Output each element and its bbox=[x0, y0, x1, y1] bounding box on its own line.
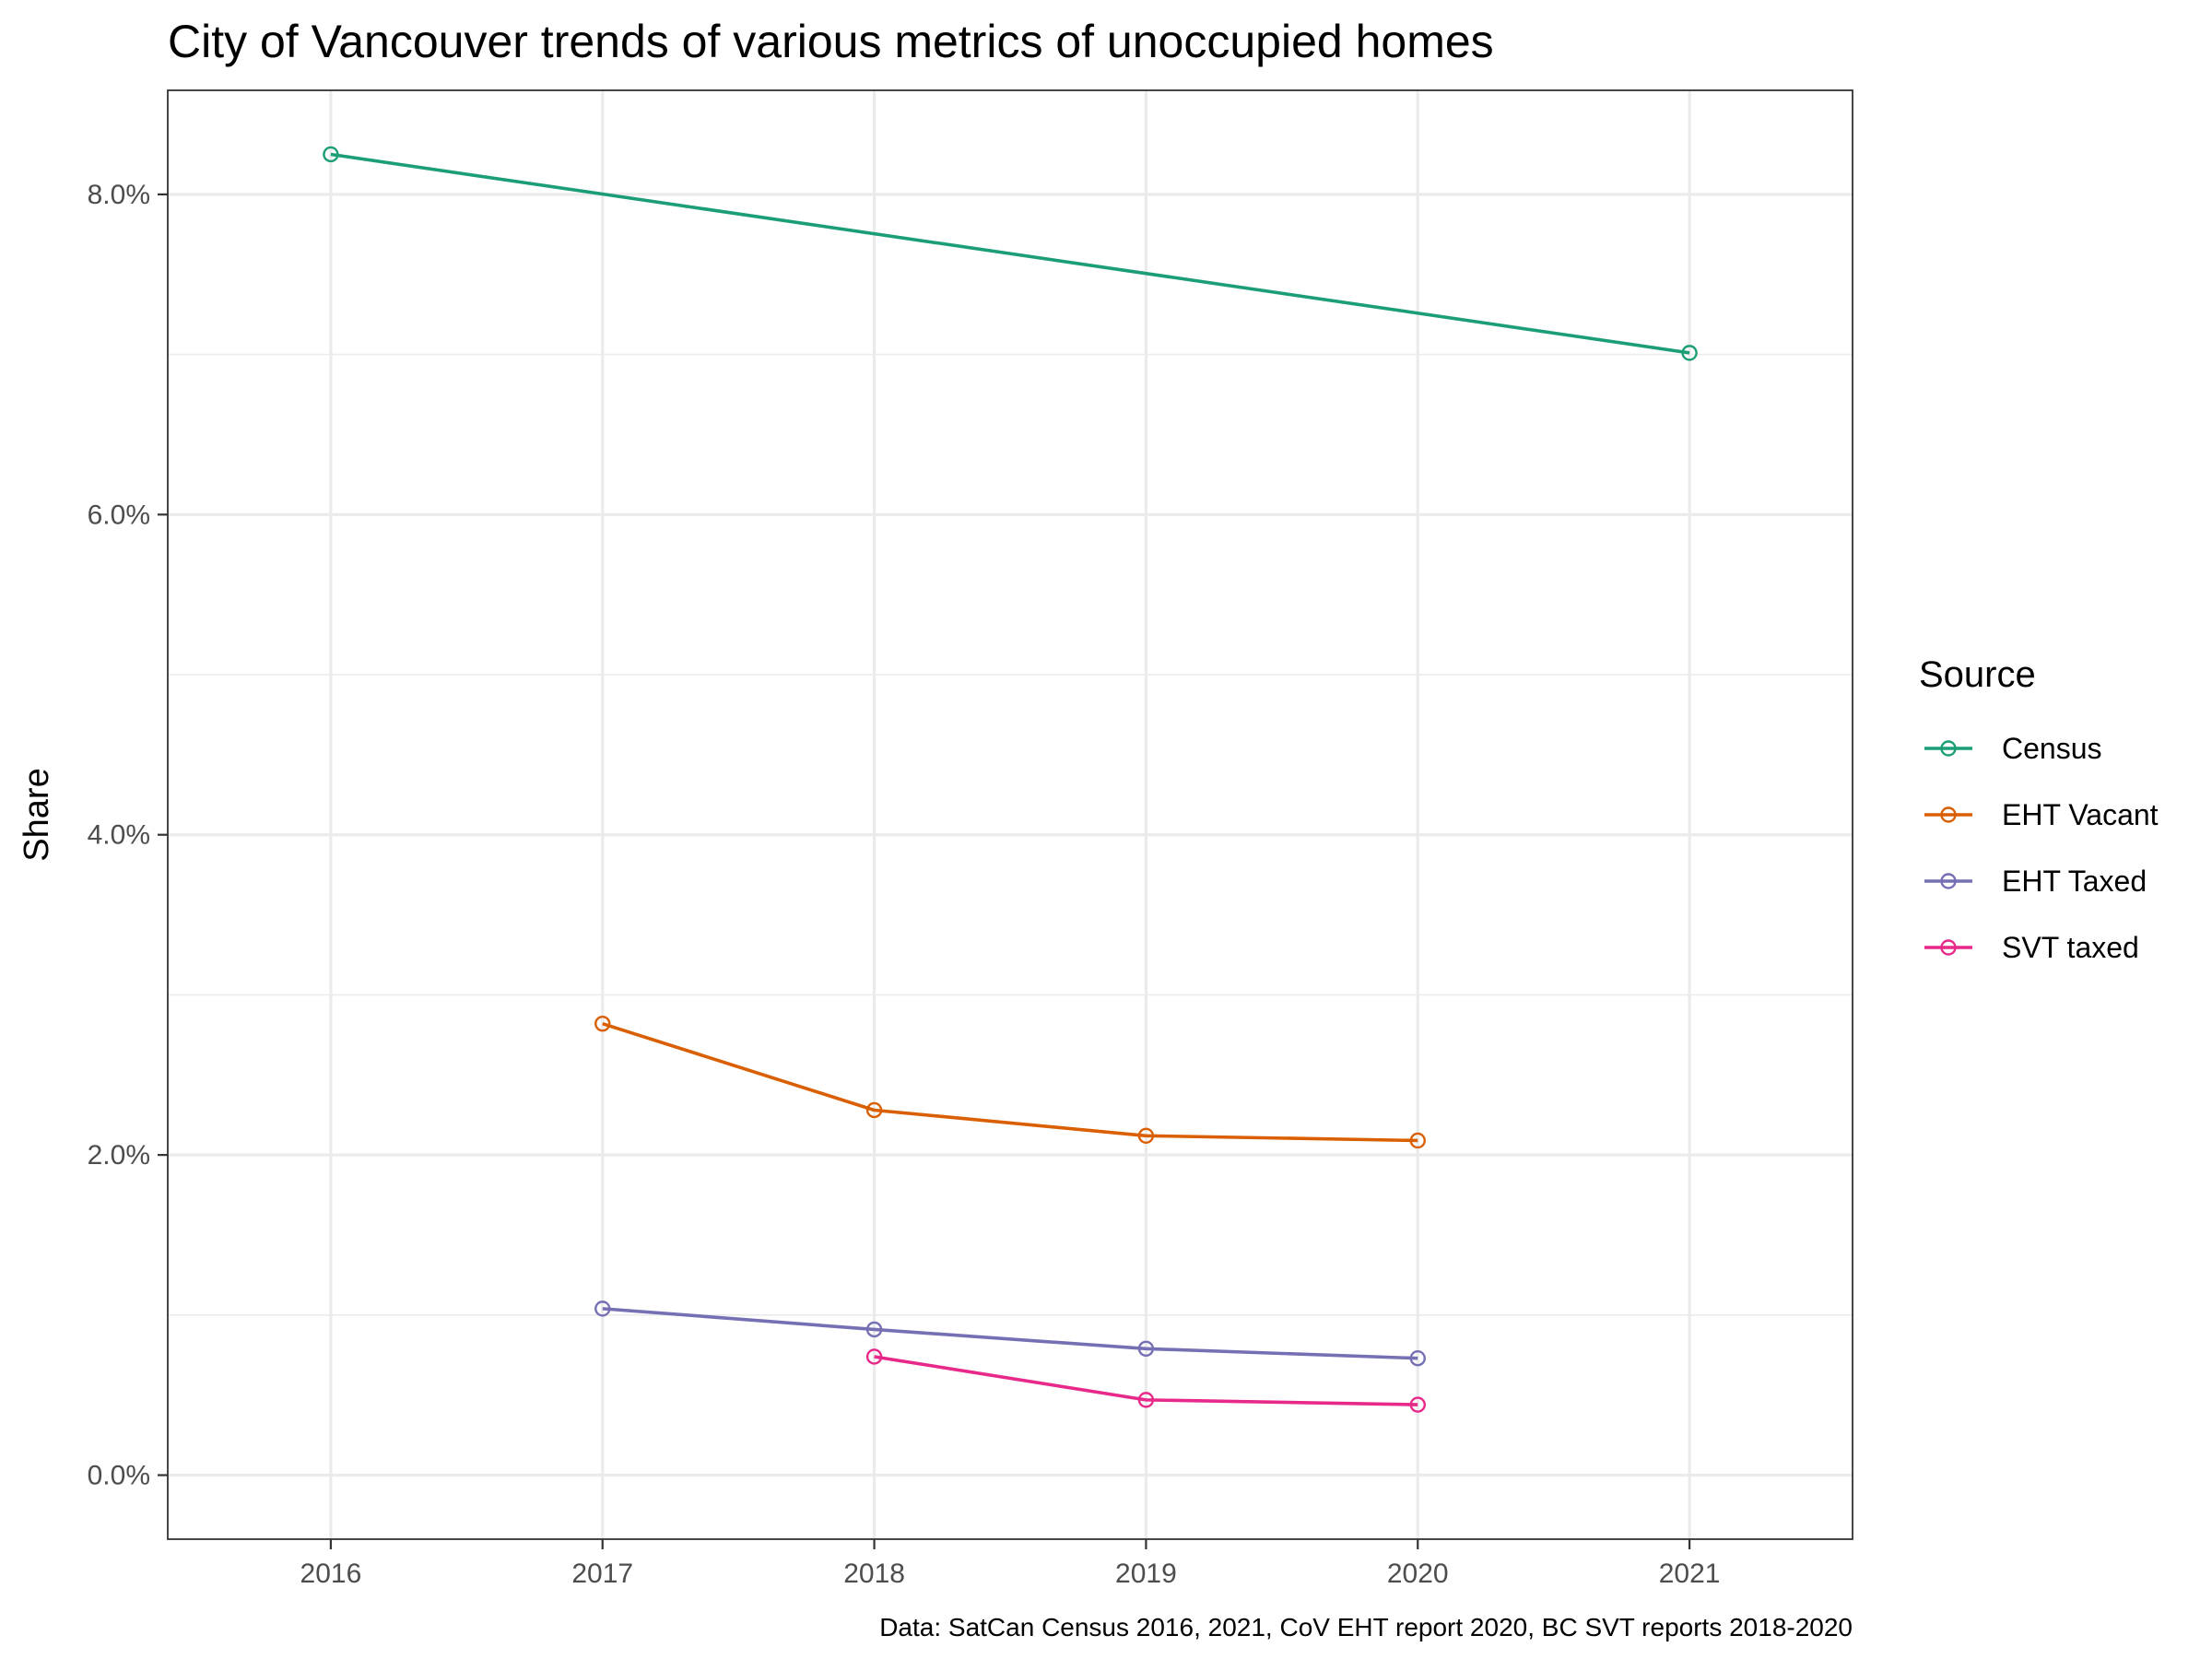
legend-label-0: Census bbox=[2002, 732, 2102, 765]
data-point-2-1 bbox=[865, 1321, 883, 1338]
data-point-0-0 bbox=[323, 146, 339, 163]
x-tick-label-0: 2016 bbox=[300, 1559, 362, 1589]
caption: Data: SatCan Census 2016, 2021, CoV EHT … bbox=[879, 1613, 1853, 1641]
series-3 bbox=[865, 1348, 1426, 1413]
legend-item-3: SVT taxed bbox=[1924, 931, 2139, 964]
data-point-1-3 bbox=[1409, 1132, 1426, 1149]
x-tick-label-4: 2020 bbox=[1387, 1559, 1449, 1589]
data-point-2-0 bbox=[594, 1300, 611, 1317]
legend-key-marker-3 bbox=[1940, 939, 1957, 956]
y-axis-title: Share bbox=[18, 768, 56, 861]
series-line-0 bbox=[330, 152, 1690, 355]
series-line-1 bbox=[602, 1021, 1418, 1143]
grid bbox=[168, 90, 1853, 1539]
y-tick-label-1: 2.0% bbox=[88, 1140, 150, 1171]
data-point-0-1 bbox=[1681, 345, 1698, 361]
y-tick-label-3: 6.0% bbox=[88, 500, 150, 530]
data-point-3-2 bbox=[1409, 1396, 1426, 1413]
legend-label-3: SVT taxed bbox=[2002, 931, 2139, 964]
legend-item-0: Census bbox=[1924, 732, 2102, 765]
legend-label-2: EHT Taxed bbox=[2002, 865, 2147, 898]
y-tick-label-2: 4.0% bbox=[88, 820, 150, 851]
data-point-1-0 bbox=[594, 1015, 611, 1032]
legend-key-marker-1 bbox=[1940, 806, 1957, 823]
y-tick-label-4: 8.0% bbox=[88, 180, 150, 210]
series-layer bbox=[323, 146, 1698, 1413]
x-tick-label-1: 2017 bbox=[571, 1559, 633, 1589]
panel-border bbox=[167, 89, 1853, 1540]
legend-key-marker-2 bbox=[1940, 873, 1957, 889]
series-2 bbox=[594, 1300, 1426, 1367]
x-tick-label-5: 2021 bbox=[1659, 1559, 1721, 1589]
x-tick-label-3: 2019 bbox=[1115, 1559, 1177, 1589]
x-axis: 2016 2017 2018 2019 2020 2021 bbox=[300, 1539, 1721, 1589]
series-line-3 bbox=[874, 1355, 1418, 1406]
y-axis: 0.0% 2.0% 4.0% 6.0% 8.0% bbox=[88, 180, 168, 1491]
chart-title: City of Vancouver trends of various metr… bbox=[168, 16, 1494, 67]
legend-label-1: EHT Vacant bbox=[2002, 798, 2159, 831]
legend-item-1: EHT Vacant bbox=[1924, 798, 2159, 831]
series-line-2 bbox=[602, 1307, 1418, 1360]
data-point-2-2 bbox=[1137, 1340, 1155, 1357]
legend: Source Census EHT Vacant EHT Taxed SVT taxe… bbox=[1919, 654, 2159, 964]
data-point-3-1 bbox=[1137, 1392, 1155, 1408]
data-point-1-1 bbox=[865, 1101, 883, 1119]
legend-item-2: EHT Taxed bbox=[1924, 865, 2147, 898]
legend-title: Source bbox=[1919, 654, 2036, 695]
x-tick-label-2: 2018 bbox=[843, 1559, 905, 1589]
legend-key-marker-0 bbox=[1940, 740, 1957, 757]
series-0 bbox=[323, 146, 1698, 361]
data-point-1-2 bbox=[1137, 1127, 1155, 1144]
data-point-3-0 bbox=[865, 1348, 883, 1365]
y-tick-label-0: 0.0% bbox=[88, 1461, 150, 1491]
series-1 bbox=[594, 1015, 1426, 1149]
data-point-2-3 bbox=[1409, 1350, 1426, 1367]
